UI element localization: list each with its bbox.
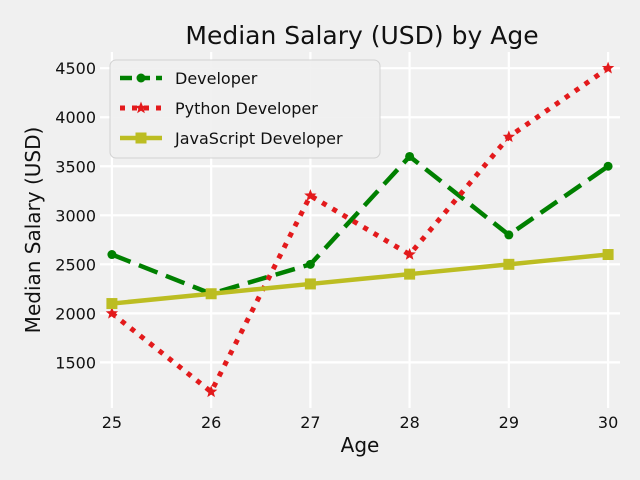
data-point <box>304 278 316 290</box>
series-line <box>111 154 610 296</box>
x-axis-label: Age <box>341 433 380 457</box>
x-tick-label: 26 <box>201 413 221 432</box>
x-tick-label: 25 <box>102 413 122 432</box>
legend-label: Python Developer <box>175 99 318 118</box>
x-tick-label: 27 <box>300 413 320 432</box>
data-point <box>405 151 415 161</box>
data-point <box>107 250 117 260</box>
y-tick-label: 4000 <box>55 108 96 127</box>
legend: Developer Python Developer JavaScript Deve… <box>109 59 381 159</box>
y-tick-label: 3000 <box>55 206 96 225</box>
x-tick-label: 28 <box>399 413 419 432</box>
data-point <box>304 189 317 201</box>
legend-marker <box>134 101 148 114</box>
x-tick-label: 30 <box>598 413 618 432</box>
y-tick-label: 2000 <box>55 304 96 323</box>
data-point <box>106 298 118 310</box>
data-point <box>105 306 119 319</box>
legend-label: Developer <box>175 69 258 88</box>
data-point <box>404 268 416 280</box>
data-point <box>602 249 614 261</box>
legend-marker <box>136 73 146 83</box>
series-developer <box>107 151 613 299</box>
legend-marker <box>135 132 147 144</box>
y-tick-label: 2500 <box>55 255 96 274</box>
y-tick-label: 4500 <box>55 59 96 78</box>
legend-box <box>109 59 381 159</box>
data-point <box>603 161 613 171</box>
data-point <box>305 259 315 269</box>
y-tick-labels: 1500 2000 2500 3000 3500 4000 4500 <box>55 59 96 372</box>
y-axis-label: Median Salary (USD) <box>21 127 45 334</box>
chart-title: Median Salary (USD) by Age <box>185 21 538 50</box>
data-point <box>503 258 515 270</box>
x-tick-labels: 25 26 27 28 29 30 <box>102 413 619 432</box>
y-tick-label: 1500 <box>55 353 96 372</box>
data-point <box>204 385 218 398</box>
data-point <box>502 130 516 143</box>
x-tick-label: 29 <box>499 413 519 432</box>
data-point <box>205 288 217 300</box>
y-tick-label: 3500 <box>55 157 96 176</box>
series-python-developer <box>105 61 615 398</box>
series-layer <box>105 61 615 398</box>
series-javascript-developer <box>106 249 614 310</box>
data-point <box>601 61 615 74</box>
data-point <box>504 230 514 240</box>
legend-label: JavaScript Developer <box>174 129 343 148</box>
data-point <box>403 248 416 260</box>
series-line <box>111 252 609 306</box>
